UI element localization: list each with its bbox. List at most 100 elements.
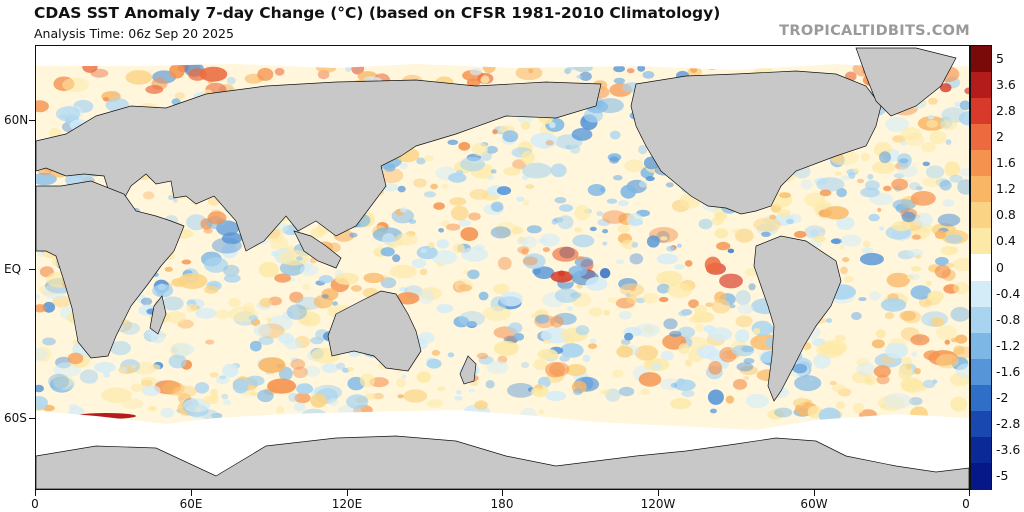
anomaly-blob (490, 226, 511, 239)
anomaly-blob (473, 244, 485, 251)
anomaly-blob (285, 245, 295, 251)
anomaly-blob (223, 264, 240, 277)
anomaly-blob (670, 382, 678, 388)
anomaly-blob (458, 219, 471, 227)
anomaly-blob (678, 310, 689, 317)
anomaly-blob (214, 309, 231, 319)
anomaly-blob (250, 391, 259, 397)
anomaly-blob (140, 297, 153, 306)
anomaly-blob (939, 116, 953, 129)
anomaly-blob (52, 295, 72, 308)
anomaly-blob (735, 315, 753, 328)
anomaly-blob (804, 225, 826, 239)
colorbar-segment (971, 150, 991, 177)
anomaly-blob (36, 172, 57, 186)
anomaly-blob (496, 186, 512, 196)
anomaly-blob (862, 240, 871, 248)
anomaly-blob (602, 210, 627, 224)
anomaly-blob (399, 162, 408, 169)
anomaly-blob (681, 389, 695, 398)
anomaly-blob (253, 323, 271, 337)
anomaly-blob (794, 375, 822, 392)
land-africa (36, 180, 185, 359)
anomaly-blob (520, 121, 531, 130)
anomaly-blob (530, 132, 558, 149)
anomaly-blob (119, 322, 141, 335)
anomaly-blob (634, 323, 660, 337)
anomaly-blob (737, 303, 754, 315)
anomaly-blob (508, 322, 523, 334)
colorbar-segment (971, 280, 991, 308)
anomaly-blob (954, 101, 961, 108)
anomaly-blob (645, 176, 655, 182)
anomaly-blob (446, 223, 461, 231)
anomaly-blob (684, 260, 693, 267)
anomaly-blob (606, 198, 618, 204)
anomaly-blob (949, 174, 963, 183)
anomaly-blob (735, 290, 751, 306)
colorbar-label: 1.6 (996, 155, 1016, 171)
lat-label-60n: 60N (4, 113, 29, 127)
anomaly-blob (199, 66, 228, 82)
anomaly-blob (572, 388, 583, 396)
anomaly-blob (904, 132, 925, 147)
anomaly-blob (288, 392, 299, 402)
anomaly-blob (222, 363, 239, 378)
anomaly-blob (222, 399, 232, 406)
anomaly-blob (258, 261, 279, 278)
anomaly-blob (495, 221, 518, 238)
map-canvas (36, 46, 969, 489)
anomaly-blob (205, 339, 215, 345)
anomaly-blob (426, 399, 444, 408)
anomaly-blob (921, 386, 927, 391)
anomaly-blob (431, 349, 441, 356)
anomaly-blob (221, 393, 229, 400)
anomaly-blob (913, 212, 934, 228)
anomaly-blob (925, 280, 932, 287)
anomaly-blob (131, 364, 137, 369)
lon-label-60e: 60E (179, 497, 203, 511)
anomaly-blob (708, 361, 723, 375)
anomaly-blob (522, 256, 538, 266)
anomaly-blob (839, 244, 845, 250)
anomaly-blob (130, 383, 145, 392)
anomaly-blob (829, 381, 837, 386)
anomaly-blob (121, 398, 144, 410)
anomaly-blob (554, 197, 567, 204)
anomaly-blob (550, 163, 567, 178)
anomaly-blob (634, 345, 659, 361)
lon-tick-0 (35, 490, 36, 496)
anomaly-blob (941, 107, 966, 123)
anomaly-blob (950, 396, 968, 412)
sst-anomaly-map (35, 45, 970, 490)
land-north-america (630, 70, 882, 215)
anomaly-blob (517, 246, 530, 254)
anomaly-blob (399, 287, 409, 292)
anomaly-blob (259, 297, 272, 308)
anomaly-blob (843, 275, 854, 283)
anomaly-blob (609, 130, 621, 140)
anomaly-blob (460, 227, 479, 242)
anomaly-blob (160, 407, 175, 418)
anomaly-blob (836, 216, 855, 230)
anomaly-blob (856, 358, 869, 367)
brand-watermark: TROPICALTIDBITS.COM (779, 23, 970, 39)
anomaly-blob (596, 211, 604, 217)
colorbar-segment (971, 124, 991, 151)
anomaly-blob (955, 334, 968, 344)
anomaly-blob (667, 282, 692, 299)
anomaly-blob (719, 273, 743, 289)
anomaly-blob (36, 396, 48, 410)
anomaly-blob (879, 151, 891, 164)
anomaly-blob (714, 228, 729, 239)
anomaly-blob (893, 173, 905, 179)
anomaly-blob (182, 398, 211, 413)
anomaly-blob (39, 284, 60, 296)
anomaly-blob (150, 330, 165, 344)
colorbar-segment (971, 46, 991, 73)
anomaly-blob (204, 285, 219, 294)
anomaly-blob (819, 189, 832, 197)
anomaly-blob (613, 175, 623, 181)
lon-label-0-right: 0 (962, 497, 970, 511)
anomaly-blob (900, 376, 922, 392)
